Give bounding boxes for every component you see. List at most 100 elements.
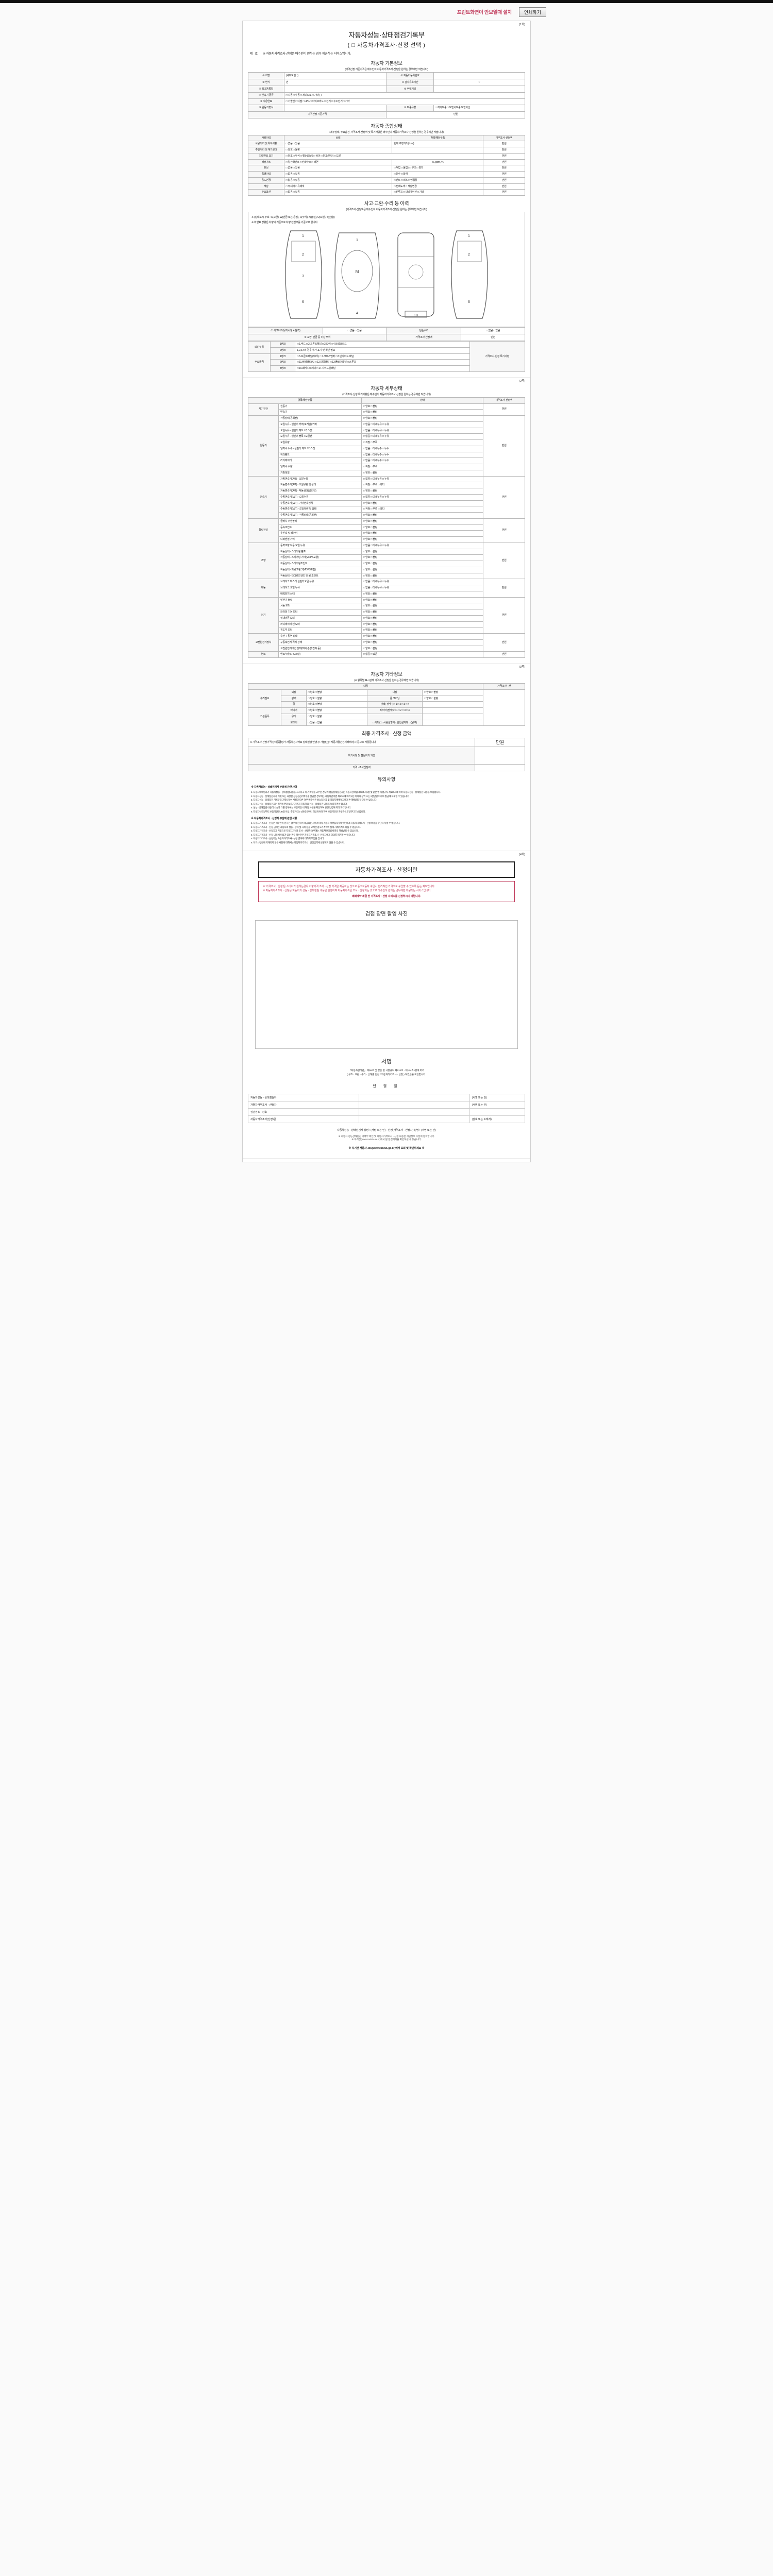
signature-input[interactable]: [358, 1108, 470, 1116]
basic-value-5[interactable]: [433, 86, 526, 93]
detail-state[interactable]: □ 양호 □ 불량: [361, 621, 484, 628]
detail-price[interactable]: 만원: [483, 597, 525, 634]
row-state[interactable]: □ 없음 □ 있음: [283, 141, 393, 147]
row-price[interactable]: 만원: [483, 159, 525, 166]
etc-a[interactable]: □ 양호 □ 불량: [306, 689, 367, 696]
detail-state[interactable]: □ 없음 □ 미세누수 □ 누수: [361, 457, 484, 464]
detail-price[interactable]: 만원: [483, 403, 525, 416]
detail-state[interactable]: □ 양호 □ 불량: [361, 488, 484, 495]
signature-input[interactable]: [358, 1094, 470, 1102]
row-price[interactable]: 만원: [483, 152, 525, 160]
basic-value-4[interactable]: [283, 86, 387, 93]
base-price-value[interactable]: 만원: [386, 111, 525, 118]
etc-c[interactable]: [422, 707, 484, 714]
outer-parts-2[interactable]: 1,2,3,4의 경우 추가 표기 및 확인 필요: [295, 347, 470, 354]
detail-state[interactable]: □ 양호 □ 불량: [361, 500, 484, 507]
detail-state[interactable]: □ 없음 □ 미세누유 □ 누유: [361, 494, 484, 501]
row-part[interactable]: □ 썬루프 □ 내비게이션 □ 기타: [392, 189, 484, 196]
etc-a[interactable]: □ 양호 □ 불량: [306, 695, 367, 702]
detail-state[interactable]: □ 양호 □ 불량: [361, 524, 484, 531]
basic-value-3[interactable]: ~: [433, 79, 526, 86]
etc-c[interactable]: □ 양호 □ 불량: [422, 695, 484, 702]
row-state[interactable]: □ 무채색 □ 유채색: [283, 183, 393, 190]
detail-state[interactable]: □ 없음 □ 미세누수 □ 누수: [361, 445, 484, 452]
row-price[interactable]: 만원: [483, 141, 525, 147]
detail-state[interactable]: □ 양호 □ 불량: [361, 609, 484, 616]
row-part[interactable]: 현재 주행거리( km ): [392, 141, 484, 147]
detail-state[interactable]: □ 양호 □ 불량: [361, 512, 484, 519]
detail-state[interactable]: □ 적정 □ 부족: [361, 464, 484, 470]
detail-state[interactable]: □ 양호 □ 불량: [361, 639, 484, 646]
signature-input[interactable]: [358, 1101, 470, 1109]
detail-price[interactable]: 만원: [483, 518, 525, 543]
detail-state[interactable]: □ 양호 □ 불량: [361, 415, 484, 422]
detail-state[interactable]: □ 없음 □ 미세누유 □ 누유: [361, 433, 484, 440]
detail-price[interactable]: 만원: [483, 633, 525, 652]
detail-state[interactable]: □ 양호 □ 불량: [361, 597, 484, 604]
etc-c[interactable]: [422, 713, 484, 720]
detail-state[interactable]: □ 양호 □ 불량: [361, 615, 484, 622]
row-state[interactable]: □ 양호 □ 부식 □ 훼손(오손) □ 상이 □ 변조(변타) □ 도말: [283, 152, 484, 160]
detail-state[interactable]: □ 없음 □ 있음: [361, 651, 484, 658]
row-state[interactable]: □ 양호 □ 불량: [283, 147, 393, 154]
fuel-options[interactable]: □ 가솔린 □ 디젤 □ LPG □ 하이브리드 □ 전기 □ 수소전기 □ 기…: [283, 98, 526, 105]
signature-input[interactable]: [358, 1115, 470, 1124]
row-state[interactable]: □ 없음 □ 있음: [283, 171, 393, 178]
detail-state[interactable]: □ 양호 □ 불량: [361, 603, 484, 609]
detail-state[interactable]: □ 양호 □ 불량: [361, 566, 484, 573]
surveyor-value[interactable]: [475, 764, 525, 772]
detail-state[interactable]: □ 없음 □ 미세누유 □ 누유: [361, 476, 484, 483]
frame-parts-3[interactable]: □ 16.패키지트레이 □ 17.사이드실패널: [295, 365, 470, 372]
frame-parts-2[interactable]: □ 11.필러패널(A) □ 12.대쉬패널 □ 13.플로어패널 □ A.루프: [295, 359, 470, 366]
detail-state[interactable]: □ 양호 □ 불량: [361, 645, 484, 652]
etc-a[interactable]: □ 양호 □ 불량: [306, 713, 367, 720]
detail-price[interactable]: 만원: [483, 542, 525, 580]
row-price[interactable]: 만원: [483, 147, 525, 154]
detail-state[interactable]: □ 없음 □ 미세누유 □ 누유: [361, 579, 484, 585]
detail-state[interactable]: □ 양호 □ 불량: [361, 572, 484, 580]
detail-state[interactable]: □ 양호 □ 불량: [361, 469, 484, 477]
etc-c[interactable]: [422, 719, 484, 726]
detail-state[interactable]: □ 없음 □ 미세누유 □ 누유: [361, 542, 484, 549]
row-state[interactable]: □ 없음 □ 있음: [283, 177, 393, 184]
detail-price[interactable]: 만원: [483, 579, 525, 598]
basic-value-1[interactable]: [433, 72, 526, 79]
row-state[interactable]: □ 없음 □ 있음: [283, 165, 393, 172]
row-price[interactable]: 만원: [483, 177, 525, 184]
row-price[interactable]: 만원: [483, 165, 525, 172]
row-part[interactable]: %, ppm, %: [392, 159, 484, 166]
row-part[interactable]: □ 전체도색 □ 색상변경: [392, 183, 484, 190]
etc-a[interactable]: □ 양호 □ 불량: [306, 707, 367, 714]
special-notes-value[interactable]: [475, 747, 525, 765]
print-button[interactable]: 인쇄하기: [518, 7, 546, 17]
basic-value-2[interactable]: 년: [283, 79, 387, 86]
detail-price[interactable]: 만원: [483, 476, 525, 519]
outer-parts-1[interactable]: □ 1.후드 □ 2.프론트휀더 □ 3.도어 □ 4.트렁크리드: [295, 341, 470, 348]
row-part[interactable]: □ 렌트 □ 리스 □ 영업용: [392, 177, 484, 184]
row-state[interactable]: □ 일산화탄소 □ 탄화수소 □ 매연: [283, 159, 393, 166]
row-part[interactable]: [392, 147, 484, 154]
detail-state[interactable]: □ 양호 □ 불량: [361, 633, 484, 640]
detail-state[interactable]: □ 양호 □ 불량: [361, 627, 484, 634]
etc-price[interactable]: [483, 689, 525, 726]
row-price[interactable]: 만원: [483, 171, 525, 178]
row-part[interactable]: □ 적법 □ 불법 / □ 구조 □ 장치: [392, 165, 484, 172]
detail-state[interactable]: □ 양호 □ 불량: [361, 554, 484, 561]
detail-state[interactable]: □ 양호 □ 불량: [361, 403, 484, 410]
detail-state[interactable]: □ 없음 □ 미세누수 □ 누수: [361, 451, 484, 459]
detail-price[interactable]: 만원: [483, 415, 525, 477]
detail-state[interactable]: □ 양호 □ 불량: [361, 530, 484, 537]
detail-state[interactable]: □ 없음 □ 미세누유 □ 누유: [361, 585, 484, 591]
detail-state[interactable]: □ 적정 □ 부족 □ 과다: [361, 506, 484, 513]
warranty-value[interactable]: □ 자가보증 □ 보험사보증 보험사[ ]: [433, 104, 526, 112]
row-price[interactable]: 만원: [483, 189, 525, 196]
row-price[interactable]: 만원: [483, 183, 525, 190]
detail-price[interactable]: 만원: [483, 651, 525, 658]
frame-parts-1[interactable]: □ 5.프론트패널(좌/우) □ 7.크로스멤버 □ 8.인사이드 패널: [295, 353, 470, 360]
detail-state[interactable]: □ 없음 □ 미세누유 □ 누유: [361, 421, 484, 428]
etc-c[interactable]: [422, 701, 484, 708]
etc-c[interactable]: □ 양호 □ 불량: [422, 689, 484, 696]
transmission-options[interactable]: □ 자동 □ 수동 □ 세미오토 □ 기타 ( ): [283, 92, 526, 99]
accident-history-value[interactable]: □ 없음 □ 있음: [322, 327, 387, 334]
row-part[interactable]: □ 침수 □ 화재: [392, 171, 484, 178]
